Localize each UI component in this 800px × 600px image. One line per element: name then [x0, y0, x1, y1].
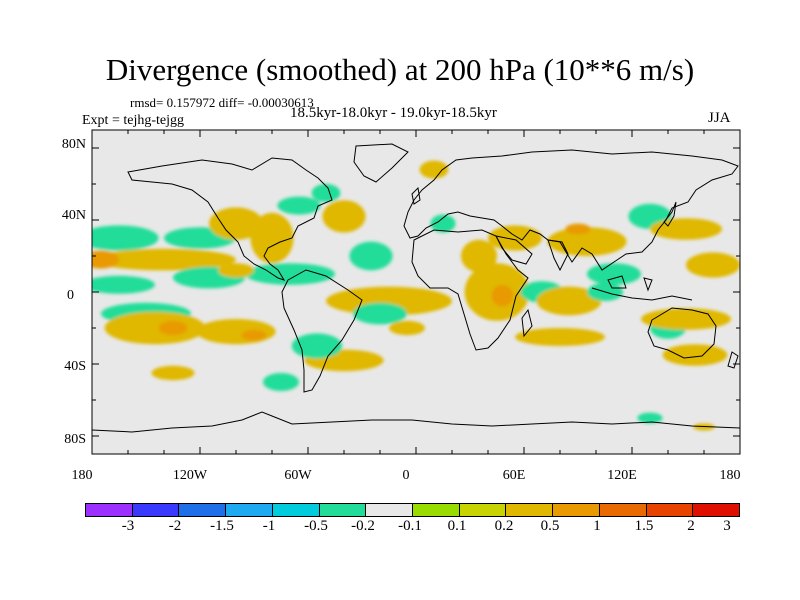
colorbar-swatch [85, 503, 133, 517]
field-contour [92, 248, 236, 271]
lat-label-80s: 80S [64, 432, 86, 447]
field-contour [291, 333, 343, 359]
field-contour [637, 412, 663, 424]
field-contour [461, 239, 497, 273]
lon-label-120w: 120W [172, 468, 208, 483]
lat-label-0: 0 [67, 288, 74, 303]
lon-label-0: 0 [402, 468, 410, 483]
colorbar-label: -3 [121, 518, 135, 534]
colorbar-swatch [693, 503, 741, 517]
field-contour [488, 225, 542, 251]
lon-label-120e: 120E [607, 468, 637, 483]
field-contour [389, 320, 425, 336]
colorbar-swatch [272, 503, 320, 517]
colorbar-swatch [226, 503, 273, 517]
map-canvas [91, 129, 741, 455]
colorbar-label: -0.5 [304, 518, 328, 534]
field-contour [419, 160, 449, 179]
field-contour [430, 214, 456, 233]
experiment-label: Expt = tejhg-tejgg [82, 113, 184, 128]
field-contour [104, 311, 206, 345]
colorbar-swatch [506, 503, 554, 517]
divergence-field [92, 160, 740, 431]
field-contour [277, 196, 321, 215]
field-contour [245, 263, 335, 285]
field-contour [263, 373, 299, 391]
colorbar-swatch [366, 503, 414, 517]
field-contour [650, 218, 722, 240]
lat-label-40n: 40N [61, 208, 86, 223]
field-contour [322, 200, 366, 233]
colorbar-label: -1 [262, 518, 276, 534]
colorbar-swatch [599, 503, 647, 517]
lon-label-180e: 180 [719, 468, 741, 483]
colorbar-label: -2 [168, 518, 182, 534]
season-label: JJA [708, 110, 731, 126]
colorbar-label: 1.5 [634, 518, 654, 534]
field-contour [686, 252, 740, 278]
colorbar-swatch [179, 503, 227, 517]
plot-title: Divergence (smoothed) at 200 hPa (10**6 … [105, 52, 695, 87]
lat-label-80n: 80N [61, 137, 86, 152]
lat-label-40s: 40S [64, 359, 86, 374]
period-label: 18.5kyr-18.0kyr - 19.0kyr-18.5kyr [290, 105, 497, 121]
colorbar-label: 3 [723, 518, 731, 534]
field-contour [353, 302, 407, 325]
colorbar-swatch [459, 503, 507, 517]
field-contour [196, 319, 276, 345]
field-contour [536, 286, 602, 316]
field-contour [311, 184, 341, 202]
field-contour [158, 320, 188, 336]
field-contour [218, 263, 254, 278]
field-contour [241, 329, 267, 341]
field-contour [92, 225, 159, 251]
colorbar-label: -0.1 [398, 518, 422, 534]
colorbar-swatch [132, 503, 180, 517]
field-contour [662, 344, 728, 366]
field-contour [515, 328, 605, 346]
colorbar-swatch [319, 503, 367, 517]
colorbar-label: -1.5 [210, 518, 234, 534]
field-contour [491, 284, 514, 307]
field-contour [565, 223, 591, 235]
colorbar-label: 0.2 [494, 518, 514, 534]
stats-line: rmsd= 0.157972 diff= -0.00030613 [130, 95, 314, 110]
colorbar [85, 503, 741, 517]
colorbar-label: 0.5 [540, 518, 560, 534]
colorbar-label: 1 [593, 518, 601, 534]
coastlines [92, 143, 740, 433]
map-panel [91, 129, 741, 455]
axis-ticks [91, 130, 741, 454]
lon-label-60w: 60W [284, 468, 312, 483]
colorbar-swatch [413, 503, 460, 517]
field-contour [547, 227, 627, 256]
lon-label-180w: 180 [71, 468, 93, 483]
field-contour [209, 207, 263, 240]
field-contour [349, 241, 393, 271]
colorbar-label: 0.1 [447, 518, 467, 534]
colorbar-label: -0.2 [351, 518, 375, 534]
field-contour [587, 263, 641, 285]
colorbar-swatch [646, 503, 694, 517]
field-contour [250, 212, 294, 264]
colorbar-label: 2 [687, 518, 695, 534]
field-contour [151, 365, 195, 381]
colorbar-swatch [553, 503, 600, 517]
field-contour [92, 275, 155, 294]
lon-label-60e: 60E [502, 468, 526, 483]
field-contour [92, 250, 119, 269]
